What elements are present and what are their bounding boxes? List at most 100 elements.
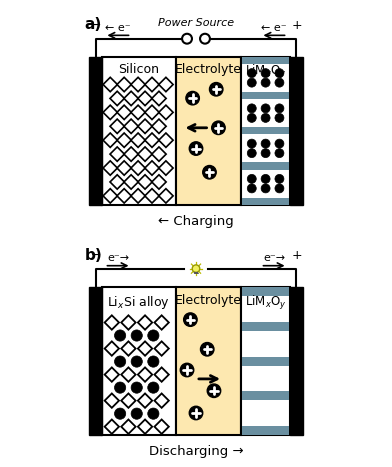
Text: +: + <box>291 249 302 262</box>
Polygon shape <box>103 133 118 148</box>
Circle shape <box>275 113 284 122</box>
Circle shape <box>200 34 210 43</box>
Bar <box>242 391 289 400</box>
Circle shape <box>261 113 270 122</box>
Polygon shape <box>117 133 131 148</box>
Bar <box>89 57 102 205</box>
Bar <box>242 92 289 99</box>
Polygon shape <box>138 147 152 161</box>
Circle shape <box>114 330 126 341</box>
Bar <box>242 57 289 64</box>
Polygon shape <box>159 105 173 120</box>
Bar <box>242 198 289 205</box>
Circle shape <box>207 384 221 397</box>
Polygon shape <box>145 78 159 92</box>
Bar <box>242 322 289 331</box>
Circle shape <box>148 382 159 393</box>
Circle shape <box>189 142 203 155</box>
Circle shape <box>275 174 284 184</box>
Polygon shape <box>117 105 131 120</box>
Circle shape <box>114 408 126 419</box>
Circle shape <box>203 165 216 179</box>
Polygon shape <box>154 368 169 382</box>
Text: Li$_x$Si alloy: Li$_x$Si alloy <box>107 294 170 311</box>
Polygon shape <box>152 175 166 189</box>
Circle shape <box>261 184 270 193</box>
Circle shape <box>247 149 256 158</box>
Polygon shape <box>138 368 152 382</box>
Text: e⁻→: e⁻→ <box>107 253 129 263</box>
Circle shape <box>212 121 225 134</box>
Circle shape <box>186 92 200 105</box>
Polygon shape <box>138 91 152 106</box>
Bar <box>242 357 289 366</box>
Circle shape <box>275 184 284 193</box>
Polygon shape <box>194 272 198 273</box>
Polygon shape <box>105 419 119 434</box>
Circle shape <box>275 104 284 113</box>
Polygon shape <box>121 315 136 330</box>
Circle shape <box>261 149 270 158</box>
Polygon shape <box>138 315 152 330</box>
Polygon shape <box>103 78 118 92</box>
Text: e⁻→: e⁻→ <box>263 253 285 263</box>
Polygon shape <box>121 341 136 356</box>
Polygon shape <box>105 393 119 408</box>
Polygon shape <box>105 315 119 330</box>
Circle shape <box>247 184 256 193</box>
Circle shape <box>148 408 159 419</box>
Text: Discharging →: Discharging → <box>149 446 243 458</box>
Polygon shape <box>117 189 131 203</box>
Circle shape <box>247 78 256 87</box>
Polygon shape <box>121 368 136 382</box>
Circle shape <box>131 382 142 393</box>
Polygon shape <box>152 91 166 106</box>
Polygon shape <box>152 147 166 161</box>
Text: b): b) <box>85 248 103 263</box>
Polygon shape <box>117 161 131 175</box>
Text: Silicon: Silicon <box>118 64 159 77</box>
Polygon shape <box>138 341 152 356</box>
Polygon shape <box>131 133 145 148</box>
Circle shape <box>261 69 270 78</box>
Bar <box>89 287 102 435</box>
Polygon shape <box>121 419 136 434</box>
Polygon shape <box>131 105 145 120</box>
Bar <box>102 287 176 435</box>
Circle shape <box>275 69 284 78</box>
Text: ← e⁻: ← e⁻ <box>261 22 287 33</box>
Text: Power Source: Power Source <box>158 18 234 28</box>
Text: −: − <box>90 19 101 32</box>
Polygon shape <box>124 91 138 106</box>
Polygon shape <box>110 91 124 106</box>
Text: a): a) <box>85 17 102 32</box>
Polygon shape <box>138 419 152 434</box>
Polygon shape <box>124 119 138 134</box>
Circle shape <box>209 83 223 96</box>
Circle shape <box>180 363 194 377</box>
Bar <box>242 287 289 296</box>
Circle shape <box>131 408 142 419</box>
Circle shape <box>247 104 256 113</box>
Circle shape <box>275 149 284 158</box>
Circle shape <box>247 113 256 122</box>
Circle shape <box>183 313 197 326</box>
Polygon shape <box>145 105 159 120</box>
Polygon shape <box>145 189 159 203</box>
Bar <box>102 57 176 205</box>
Polygon shape <box>117 78 131 92</box>
Polygon shape <box>121 393 136 408</box>
Polygon shape <box>105 341 119 356</box>
Bar <box>241 287 290 435</box>
Polygon shape <box>103 161 118 175</box>
Circle shape <box>148 356 159 367</box>
Bar <box>290 287 303 435</box>
Circle shape <box>275 78 284 87</box>
Polygon shape <box>159 189 173 203</box>
Polygon shape <box>110 175 124 189</box>
Bar <box>241 57 290 205</box>
Text: LiM$_x$O$_y$: LiM$_x$O$_y$ <box>245 64 287 81</box>
Circle shape <box>189 406 203 420</box>
Polygon shape <box>124 175 138 189</box>
Text: LiM$_x$O$_y$: LiM$_x$O$_y$ <box>245 294 287 312</box>
